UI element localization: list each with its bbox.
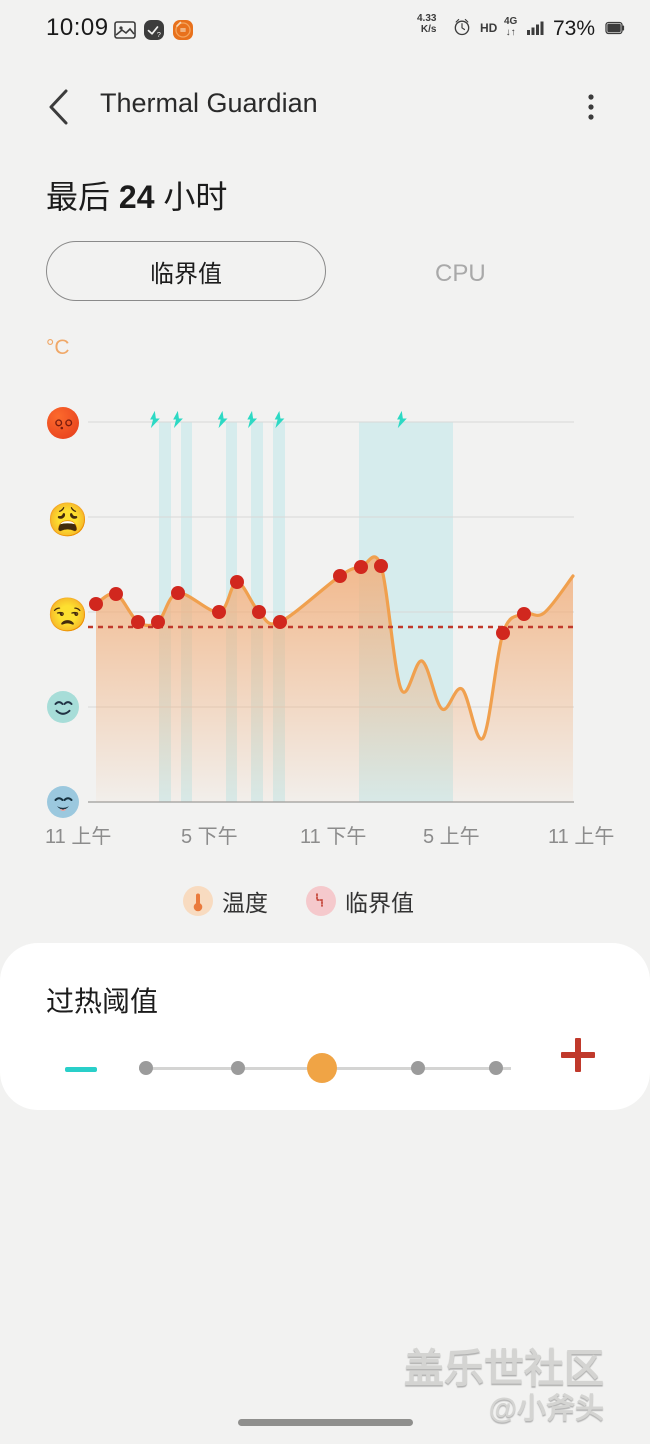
svg-text:?: ? [157, 30, 161, 39]
